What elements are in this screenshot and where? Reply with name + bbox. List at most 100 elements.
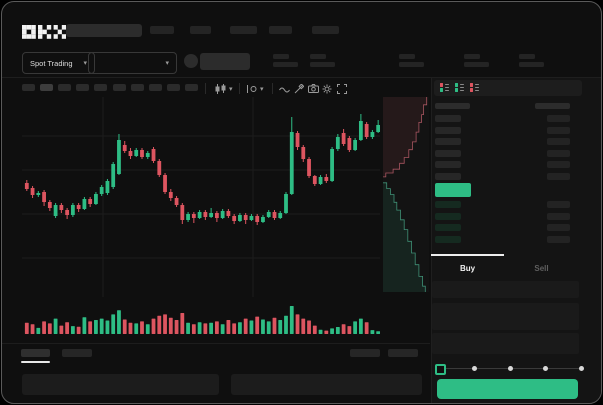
toolbar-divider [272,83,273,94]
header-divider [2,77,601,78]
toolbar-divider [205,83,206,94]
chevron-down-icon[interactable]: ▾ [229,85,233,93]
stat-value-bar [519,62,544,67]
bid-price-bar[interactable] [435,224,461,232]
bid-price-bar[interactable] [435,201,461,208]
ask-amount-bar [547,138,570,146]
order-form-field[interactable] [432,333,579,354]
buy-tab-label: Buy [459,263,476,273]
nav-item[interactable] [312,26,339,34]
candle-style-icon[interactable] [214,83,227,94]
nav-item[interactable] [230,26,257,34]
book-combined-icon[interactable] [439,82,450,93]
market-stat-placeholder [399,54,424,67]
active-tab-indicator [431,254,504,256]
nav-item[interactable] [150,26,174,34]
slider-stop-dot[interactable] [507,366,513,371]
bid-price-bar[interactable] [435,212,461,220]
timeframe-button[interactable] [58,84,72,91]
stat-label-bar [310,54,326,59]
slider-stop-dot[interactable] [543,366,548,371]
timeframe-button[interactable] [76,84,90,91]
toolbar-divider [239,83,240,94]
amount-slider-handle[interactable] [435,364,446,375]
stat-label-bar [273,54,289,59]
stat-value-bar [310,62,335,67]
volume-pane[interactable] [22,302,380,334]
timeframe-button[interactable] [166,84,180,91]
ask-amount-bar [547,115,570,122]
order-form-field[interactable] [432,303,579,330]
stat-label-bar [519,54,535,59]
order-form-field[interactable] [432,281,579,298]
chevron-down-icon: ▾ [83,59,87,67]
line-tool-icon[interactable] [279,83,290,94]
book-asks-icon[interactable] [469,82,480,93]
buy-submit-button[interactable] [437,379,578,399]
timeframe-button[interactable] [130,84,144,91]
ask-price-bar[interactable] [435,126,461,134]
ask-price-bar[interactable] [435,149,461,157]
stat-label-bar [399,54,415,59]
amount-column-header [535,103,570,109]
sell-tab-label: Sell [534,263,549,273]
search-input[interactable] [66,24,142,37]
bottom-tab-history[interactable] [62,349,92,357]
pair-name-placeholder [200,53,250,70]
ask-amount-bar [547,173,570,180]
ask-price-bar[interactable] [435,173,461,180]
ask-amount-bar [547,126,570,134]
timeframe-button[interactable] [94,84,108,91]
settings-icon[interactable] [322,83,332,94]
camera-icon[interactable] [308,83,319,94]
timeframe-button[interactable] [40,84,54,91]
bid-amount-bar [547,212,570,220]
ask-price-bar[interactable] [435,115,461,122]
bottom-tab-orders[interactable] [21,349,50,357]
market-stat-placeholder [519,54,544,67]
tab-sell[interactable]: Sell [504,256,579,280]
bid-amount-bar [547,201,570,208]
ask-price-bar[interactable] [435,161,461,169]
bottom-divider [2,343,430,344]
market-type-dropdown[interactable]: Spot Trading ▾ [22,52,95,74]
ask-amount-bar [547,149,570,157]
nav-item[interactable] [190,26,211,34]
bottom-filter-chip[interactable] [388,349,418,357]
ask-amount-bar [547,161,570,169]
slider-stop-dot[interactable] [472,366,477,371]
okx-logo[interactable] [22,24,66,40]
timeframe-button[interactable] [22,84,35,91]
depth-chart[interactable] [383,97,429,292]
stat-value-bar [464,62,489,67]
stat-value-bar [273,62,298,67]
market-stat-placeholder [273,54,298,67]
bottom-panel-placeholder [22,374,219,395]
candlestick-chart[interactable] [22,97,380,297]
market-type-label: Spot Trading [30,58,73,68]
chevron-down-icon: ▾ [165,59,169,67]
book-bids-icon[interactable] [454,82,465,93]
timeframe-button[interactable] [148,84,162,91]
tab-buy[interactable]: Buy [431,256,504,280]
nav-item[interactable] [269,26,292,34]
bid-amount-bar [547,224,570,232]
chevron-down-icon[interactable]: ▾ [260,85,264,93]
bottom-filter-chip[interactable] [350,349,380,357]
market-stat-placeholder [464,54,489,67]
fullscreen-icon[interactable] [337,83,347,94]
bottom-panel-placeholder [231,374,422,395]
slider-stop-dot[interactable] [578,366,584,371]
stat-value-bar [399,62,424,67]
last-price-bar[interactable] [435,183,471,197]
pair-dropdown[interactable]: ▾ [88,52,177,74]
timeframe-button[interactable] [184,84,198,91]
stat-label-bar [464,54,480,59]
timeframe-button[interactable] [112,84,126,91]
ask-price-bar[interactable] [435,138,461,146]
pair-avatar [184,54,198,68]
bid-price-bar[interactable] [435,235,461,243]
bottom-active-tab-indicator [21,361,50,363]
drawing-tool-icon[interactable] [294,83,304,94]
indicators-icon[interactable] [246,83,258,94]
